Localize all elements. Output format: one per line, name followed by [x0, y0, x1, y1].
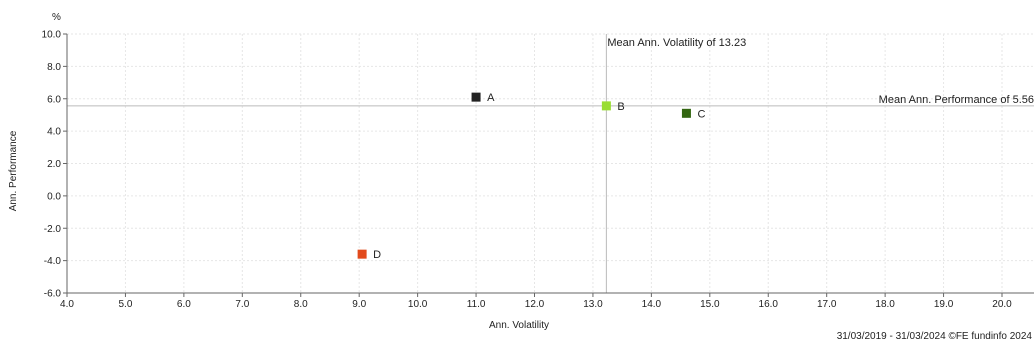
x-tick-label: 13.0 [583, 299, 603, 310]
x-tick-label: 16.0 [759, 299, 779, 310]
data-points: A B C D [357, 92, 705, 261]
y-tick-label: -6.0 [44, 289, 62, 300]
y-tick-label: 6.0 [47, 94, 61, 105]
y-tick-label: 10.0 [42, 30, 62, 41]
point-label-a: A [487, 92, 495, 104]
x-tick-label: 9.0 [352, 299, 366, 310]
point-b [601, 101, 611, 111]
y-tick-label: 4.0 [47, 127, 61, 138]
x-tick-label: 12.0 [525, 299, 545, 310]
point-c [681, 108, 691, 118]
x-tick-label: 8.0 [294, 299, 308, 310]
y-tick-label: 8.0 [47, 62, 61, 73]
y-tick-label: 2.0 [47, 159, 61, 170]
x-tick-label: 14.0 [642, 299, 662, 310]
y-tick-label: -2.0 [44, 224, 62, 235]
mean-lines: Mean Ann. Volatility of 13.23 Mean Ann. P… [67, 34, 1034, 293]
x-tick-label: 4.0 [60, 299, 74, 310]
x-tick-label: 10.0 [408, 299, 428, 310]
mean-performance-label: Mean Ann. Performance of 5.56 [879, 94, 1034, 106]
x-tick-label: 19.0 [934, 299, 954, 310]
point-label-d: D [373, 249, 381, 261]
x-tick-label: 7.0 [235, 299, 249, 310]
x-tick-label: 15.0 [700, 299, 720, 310]
x-tick-label: 20.0 [992, 299, 1012, 310]
point-label-b: B [617, 101, 624, 113]
axes: 10.08.06.04.02.00.0-2.0-4.0-6.04.0 5.0 6.0… [42, 30, 1034, 310]
point-a [471, 92, 481, 102]
x-tick-label: 11.0 [467, 299, 486, 310]
x-tick-label: 6.0 [177, 299, 191, 310]
y-unit-label: % [52, 12, 61, 23]
x-axis-title: Ann. Volatility [489, 320, 549, 331]
mean-volatility-label: Mean Ann. Volatility of 13.23 [607, 37, 746, 49]
point-label-c: C [697, 108, 705, 120]
y-axis-title: Ann. Performance [8, 130, 19, 211]
x-tick-label: 18.0 [875, 299, 895, 310]
x-tick-label: 17.0 [817, 299, 837, 310]
grid [66, 33, 1034, 294]
y-tick-label: 0.0 [47, 191, 61, 202]
point-d [357, 249, 367, 259]
x-tick-label: 5.0 [118, 299, 132, 310]
footer-date-range: 31/03/2019 - 31/03/2024 ©FE fundinfo 202… [836, 331, 1032, 342]
y-tick-label: -4.0 [44, 256, 62, 267]
